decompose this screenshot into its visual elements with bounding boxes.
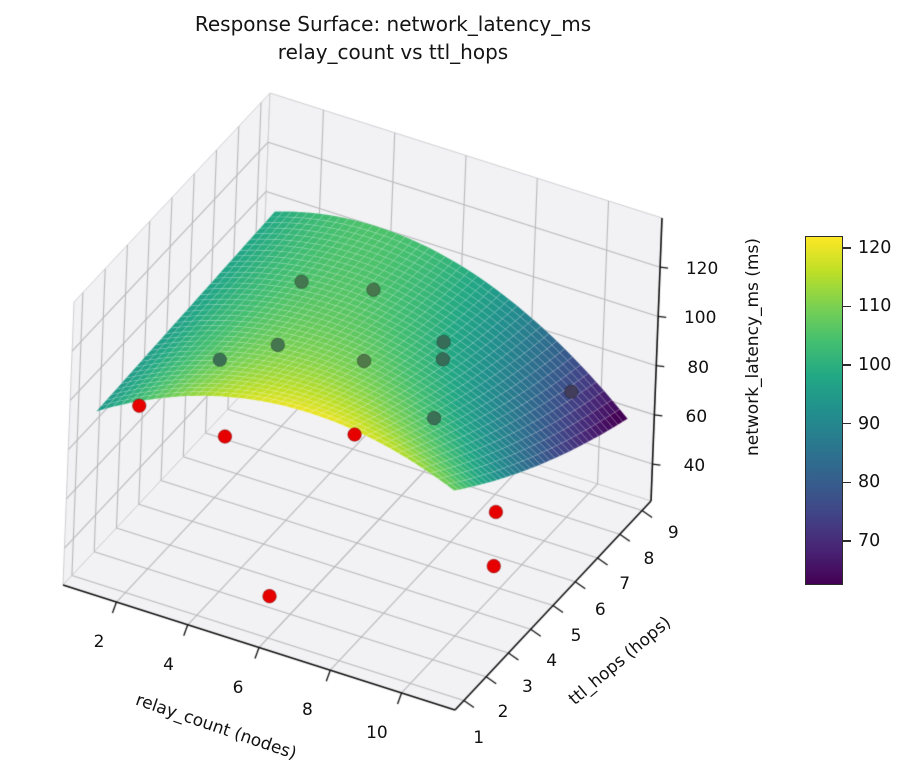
y-tick-label-4: 4 [546,651,558,672]
colorbar-tick-label-80: 80 [858,472,881,493]
colorbar-tick-80 [843,481,851,484]
colorbar-tick-label-120: 120 [858,237,892,258]
y-tick-label-7: 7 [619,574,631,595]
x-tick-label-8: 8 [302,700,313,721]
y-tick-label-9: 9 [667,523,679,544]
colorbar-tick-120 [843,246,851,249]
colorbar-tick-label-100: 100 [858,355,892,376]
colorbar-tick-100 [843,364,851,366]
colorbar-tick-label-90: 90 [858,413,881,434]
x-tick-label-10: 10 [366,722,388,743]
colorbar-tick-70 [843,540,851,542]
colorbar-tick-label-110: 110 [858,296,892,317]
y-tick-label-8: 8 [643,548,655,569]
x-tick-label-6: 6 [232,677,244,698]
colorbar-tick-110 [843,305,851,308]
y-tick-label-6: 6 [594,599,606,620]
x-tick-label-4: 4 [163,654,174,675]
y-tick-label-3: 3 [521,676,533,697]
z-tick-label-60: 60 [685,406,708,427]
y-tick-label-2: 2 [497,702,509,723]
x-tick-label-2: 2 [93,632,105,653]
z-tick-label-80: 80 [687,357,710,378]
y-tick-label-5: 5 [570,625,582,646]
z-tick-label-120: 120 [685,259,719,280]
z-axis-label: network_latency_ms (ms) [743,238,763,456]
colorbar [805,236,843,585]
z-tick-label-40: 40 [683,456,706,477]
z-tick-label-100: 100 [683,308,717,329]
colorbar-tick-label-70: 70 [858,531,881,551]
colorbar-tick-90 [843,422,851,425]
y-tick-label-1: 1 [473,727,485,748]
